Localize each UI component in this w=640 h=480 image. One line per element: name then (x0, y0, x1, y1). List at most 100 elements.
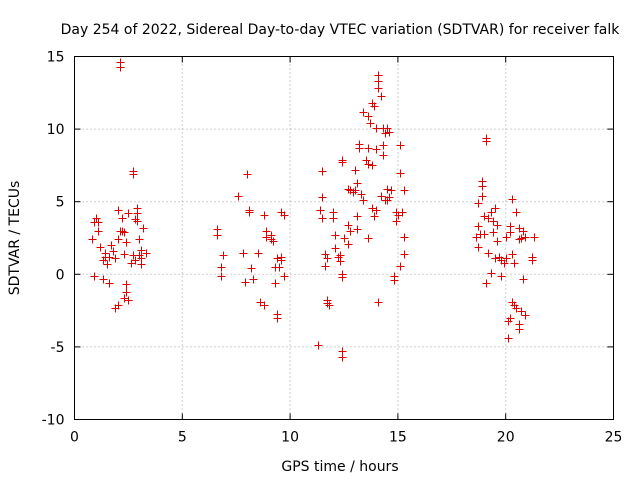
data-point (396, 169, 405, 178)
data-point (491, 204, 500, 213)
data-point (318, 193, 327, 202)
x-tick-label: 20 (497, 430, 515, 446)
data-point (124, 209, 133, 218)
data-point (316, 206, 325, 215)
data-point (491, 254, 500, 263)
data-point (249, 275, 258, 284)
data-point (372, 145, 381, 154)
data-point (260, 301, 269, 310)
data-point (478, 192, 487, 201)
data-point (478, 182, 487, 191)
data-point (381, 129, 390, 138)
data-point (269, 237, 278, 246)
data-point (323, 254, 332, 263)
data-point (114, 206, 123, 215)
data-point (111, 254, 120, 263)
y-tick-label: -5 (51, 340, 65, 356)
data-point (502, 254, 511, 263)
data-point (118, 214, 127, 223)
data-point (94, 218, 103, 227)
data-point (377, 92, 386, 101)
data-point (396, 141, 405, 150)
data-point (217, 272, 226, 281)
data-point (400, 186, 409, 195)
data-point (213, 231, 222, 240)
data-point (519, 275, 528, 284)
data-point (344, 221, 353, 230)
data-point (474, 243, 483, 252)
data-point (474, 199, 483, 208)
data-point (521, 233, 530, 242)
data-point (482, 279, 491, 288)
data-point (137, 246, 146, 255)
data-point (502, 233, 511, 242)
data-point (504, 334, 513, 343)
chart-title: Day 254 of 2022, Sidereal Day-to-day VTE… (61, 22, 621, 38)
axis-ticks: 0 5 10 15 20 25 -10 -5 0 5 10 15 (42, 50, 623, 446)
data-point (219, 251, 228, 260)
data-point (357, 190, 366, 199)
data-point (372, 124, 381, 133)
data-point (390, 272, 399, 281)
data-point (325, 301, 334, 310)
y-tick-label: -10 (42, 413, 65, 429)
data-point (379, 141, 388, 150)
data-point (349, 188, 358, 197)
data-point (273, 254, 282, 263)
data-point (273, 314, 282, 323)
data-point (512, 208, 521, 217)
data-point (318, 214, 327, 223)
data-point (353, 225, 362, 234)
data-point (355, 144, 364, 153)
data-point (105, 279, 114, 288)
data-point (133, 209, 142, 218)
data-point (521, 311, 530, 320)
data-point (254, 249, 263, 258)
data-point (275, 263, 284, 272)
data-point (484, 214, 493, 223)
data-point (277, 256, 286, 265)
data-point (280, 272, 289, 281)
data-point (387, 186, 396, 195)
data-point (362, 156, 371, 165)
x-axis-label: GPS time / hours (281, 459, 398, 475)
data-point (528, 256, 537, 265)
data-point (344, 240, 353, 249)
data-point (480, 212, 489, 221)
data-point (530, 233, 539, 242)
y-axis-label: SDTVAR / TECUs (7, 181, 23, 296)
data-point (314, 341, 323, 350)
data-point (92, 214, 101, 223)
data-point (129, 170, 138, 179)
data-point (116, 63, 125, 72)
y-tick-label: 15 (47, 50, 65, 66)
data-point (336, 257, 345, 266)
data-point (262, 233, 271, 242)
data-point (482, 137, 491, 146)
data-point (271, 279, 280, 288)
data-point (239, 249, 248, 258)
data-point (107, 241, 116, 250)
data-point (103, 260, 112, 269)
data-point (480, 230, 489, 239)
data-point (331, 231, 340, 240)
data-point (515, 235, 524, 244)
data-point (383, 124, 392, 133)
x-tick-label: 15 (389, 430, 407, 446)
data-point (396, 262, 405, 271)
data-point (142, 249, 151, 258)
data-point (109, 247, 118, 256)
data-point (131, 256, 140, 265)
data-point (359, 108, 368, 117)
data-point (359, 196, 368, 205)
data-point (94, 227, 103, 236)
data-point (400, 250, 409, 259)
data-point (506, 314, 515, 323)
data-point (331, 244, 340, 253)
data-point (366, 119, 375, 128)
data-point (487, 208, 496, 217)
data-point (351, 166, 360, 175)
data-point (137, 260, 146, 269)
data-point (338, 273, 347, 282)
data-point (484, 249, 493, 258)
